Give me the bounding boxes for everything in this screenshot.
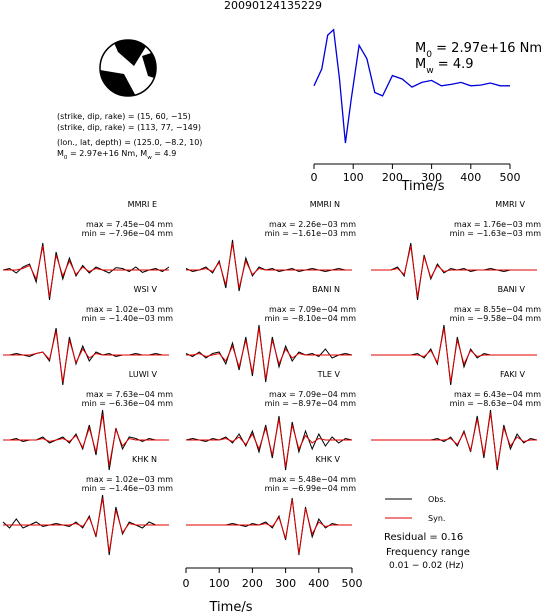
legend-label: Syn. [428, 514, 445, 523]
syn-trace [3, 414, 169, 466]
min-label: min = −1.46e−03 mm [82, 484, 174, 493]
max-label: max = 1.02e−03 mm [86, 475, 173, 484]
source-moment: M0 = 2.97e+16 Nm, Mw = 4.9 [57, 149, 176, 161]
station-label: MMRI N [310, 200, 340, 209]
x-tick-label: 200 [382, 171, 403, 184]
max-label: max = 8.55e−04 mm [454, 305, 541, 314]
x-axis-label: Time/s [401, 179, 445, 194]
x-tick-label: 500 [342, 577, 363, 590]
annotation: M0 = 2.97e+16 Nm [415, 41, 542, 60]
min-label: min = −8.10e−04 mm [265, 314, 357, 323]
x-axis-label: Time/s [209, 600, 253, 615]
x-tick-label: 400 [460, 171, 481, 184]
min-label: min = −8.63e−04 mm [450, 399, 542, 408]
station-label: BANI N [312, 285, 340, 294]
max-label: max = 7.45e−04 mm [86, 220, 173, 229]
station-label: MMRI E [128, 200, 157, 209]
min-label: min = −1.63e−03 mm [450, 229, 542, 238]
text-part: = 2.97e+16 Nm [432, 41, 542, 56]
text-part: M [57, 149, 64, 158]
beachball-outline [99, 39, 157, 97]
x-tick-label: 0 [311, 171, 318, 184]
x-tick-label: 500 [500, 171, 521, 184]
x-tick-label: 0 [183, 577, 190, 590]
subscript: w [426, 66, 434, 76]
subscript: 0 [426, 50, 432, 60]
station-label: TLE V [317, 370, 341, 379]
max-label: max = 2.26e−03 mm [269, 220, 356, 229]
text-part: = 4.9 [152, 149, 177, 158]
min-label: min = −7.96e−04 mm [82, 229, 174, 238]
text-part: M [415, 57, 426, 72]
source-time-function [313, 28, 510, 144]
max-label: max = 7.63e−04 mm [86, 390, 173, 399]
syn-trace [3, 497, 169, 553]
source-param: (strike, dip, rake) = (113, 77, −149) [57, 123, 201, 132]
station-label: LUWI V [129, 370, 158, 379]
x-tick-label: 400 [308, 577, 329, 590]
syn-trace [3, 330, 169, 383]
syn-trace [186, 418, 352, 468]
max-label: max = 7.09e−04 mm [269, 305, 356, 314]
max-label: max = 6.43e−04 mm [454, 390, 541, 399]
text-part: = 2.97e+16 Nm, M [67, 149, 147, 158]
syn-trace [371, 245, 537, 298]
syn-trace [186, 242, 352, 289]
station-label: MMRI V [495, 200, 525, 209]
station-label: BANI V [498, 285, 526, 294]
annotation: Mw = 4.9 [415, 57, 474, 76]
x-tick-label: 200 [242, 577, 263, 590]
station-label: FAKI V [500, 370, 525, 379]
text-part: M [415, 41, 426, 56]
min-label: min = −6.99e−04 mm [265, 484, 357, 493]
min-label: min = −6.36e−04 mm [82, 399, 174, 408]
station-label: KHK V [315, 455, 340, 464]
x-tick-label: 100 [343, 171, 364, 184]
beachball [99, 39, 157, 97]
station-label: KHK N [132, 455, 157, 464]
x-tick-label: 300 [275, 577, 296, 590]
min-label: min = −8.97e−04 mm [265, 399, 357, 408]
min-label: min = −1.40e−03 mm [82, 314, 174, 323]
beachball-compression [112, 40, 150, 66]
max-label: max = 1.02e−03 mm [86, 305, 173, 314]
text-part: = 4.9 [434, 57, 474, 72]
source-param: (lon., lat, depth) = (125.0, −8.2, 10) [57, 138, 202, 147]
min-label: min = −1.61e−03 mm [265, 229, 357, 238]
x-tick-label: 300 [421, 171, 442, 184]
syn-trace [186, 327, 352, 380]
syn-trace [371, 327, 537, 383]
figure-title: 20090124135229 [224, 0, 322, 12]
station-label: WSI V [134, 285, 158, 294]
subscript: w [147, 155, 152, 161]
syn-trace [3, 245, 169, 298]
syn-trace [186, 499, 352, 554]
obs-trace [185, 239, 352, 292]
max-label: max = 1.76e−03 mm [454, 220, 541, 229]
note: 0.01 − 0.02 (Hz) [389, 561, 464, 571]
note: Frequency range [386, 547, 470, 558]
source-param: (strike, dip, rake) = (15, 60, −15) [57, 112, 191, 121]
min-label: min = −9.58e−04 mm [450, 314, 542, 323]
subscript: 0 [64, 155, 68, 161]
syn-trace [371, 412, 537, 468]
note: Residual = 0.16 [384, 532, 463, 543]
x-tick-label: 100 [209, 577, 230, 590]
max-label: max = 5.48e−04 mm [269, 475, 356, 484]
max-label: max = 7.09e−04 mm [269, 390, 356, 399]
legend-label: Obs. [428, 495, 446, 504]
